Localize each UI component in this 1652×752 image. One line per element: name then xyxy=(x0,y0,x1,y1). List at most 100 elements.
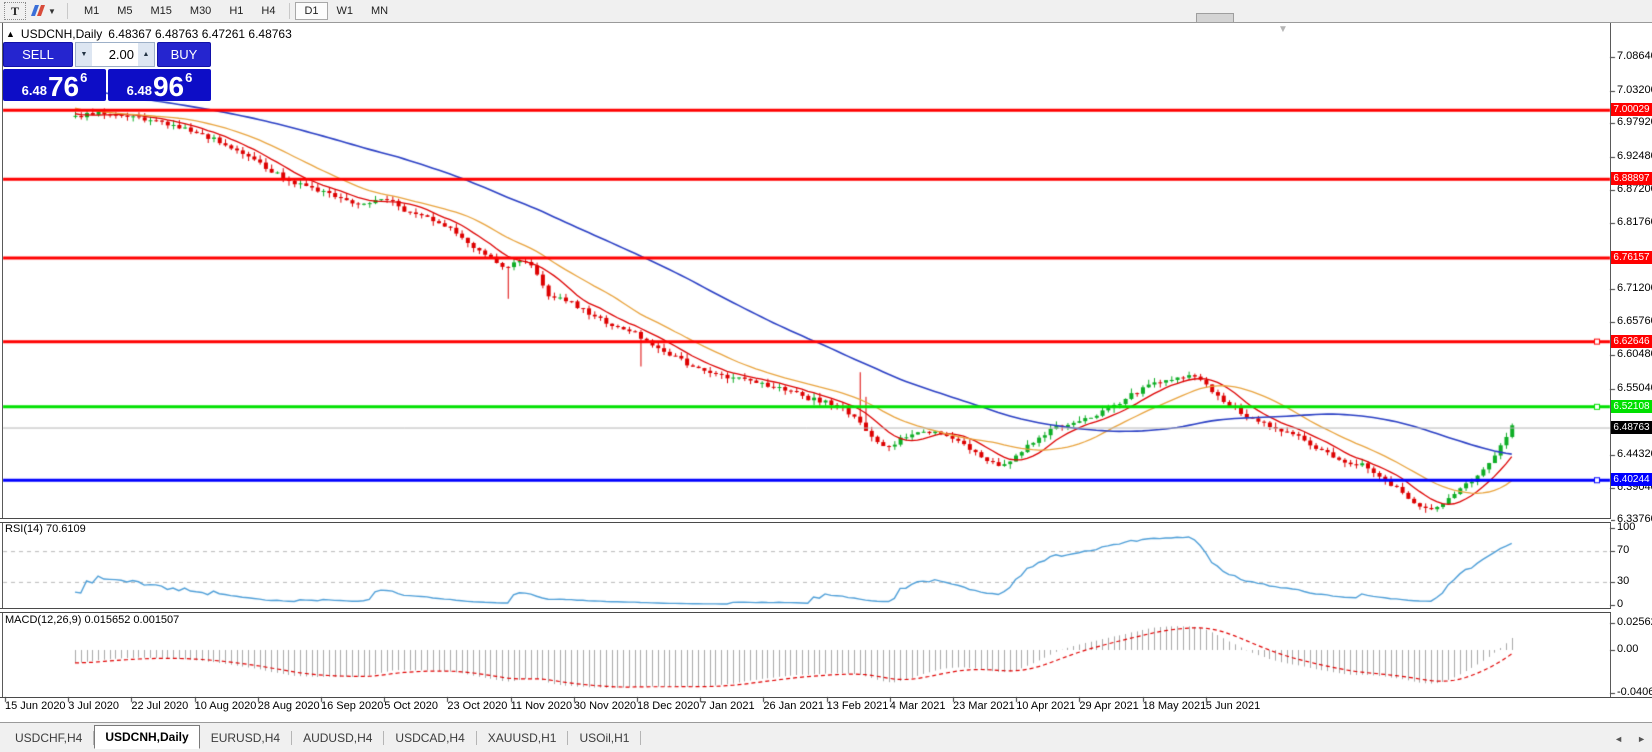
buy-price-point: 6 xyxy=(185,70,193,85)
tab-separator xyxy=(93,731,95,745)
chart-hscrollbar-thumb[interactable] xyxy=(1196,13,1234,23)
tab-separator xyxy=(567,731,569,745)
price-tick: 6.97920 xyxy=(1617,116,1652,129)
volume-increase-button[interactable]: ▲ xyxy=(138,43,154,66)
tab-xauusd-h1[interactable]: XAUUSD,H1 xyxy=(487,731,557,745)
volume-input[interactable]: 2.00 xyxy=(108,47,134,62)
timeframe-button-h4[interactable]: H4 xyxy=(252,2,284,20)
buy-price-pips: 96 xyxy=(152,71,185,102)
crayon-tool-button[interactable]: ▼ xyxy=(28,2,60,20)
symbol-tabbar: USDCHF,H4 USDCNH,Daily EURUSD,H4 AUDUSD,H4 U… xyxy=(0,722,1652,749)
chart-shift-marker-icon[interactable]: ▼ xyxy=(1278,24,1288,35)
date-label: 7 Jan 2021 xyxy=(700,700,755,712)
date-label: 23 Mar 2021 xyxy=(953,700,1015,712)
buy-price-display[interactable]: 6.48 96 6 xyxy=(108,69,211,101)
sell-price-display[interactable]: 6.48 76 6 xyxy=(3,69,106,101)
panel-collapse-arrow-icon[interactable]: ▲ xyxy=(6,29,15,39)
chart-window: ▲ USDCNH,Daily 6.48367 6.48763 6.47261 6… xyxy=(0,23,1652,718)
price-axis-separator xyxy=(1610,23,1611,698)
macd-pane-separator[interactable] xyxy=(0,608,1611,613)
date-label: 30 Nov 2020 xyxy=(573,700,637,712)
volume-decrease-button[interactable]: ▼ xyxy=(76,43,92,66)
rsi-tick: 100 xyxy=(1617,521,1636,533)
timeframe-button-m30[interactable]: M30 xyxy=(181,2,220,20)
time-axis-line xyxy=(0,697,1652,698)
sell-price-point: 6 xyxy=(80,70,88,85)
hline-price-badge: 6.52108 xyxy=(1611,399,1652,413)
timeframe-button-h1[interactable]: H1 xyxy=(220,2,252,20)
price-tick: 7.03200 xyxy=(1617,83,1652,96)
tab-separator xyxy=(640,731,642,745)
current-price-badge: 6.48763 xyxy=(1611,420,1652,434)
toolbar-separator xyxy=(66,3,68,19)
price-tick: 6.44320 xyxy=(1617,448,1652,461)
crayons-icon xyxy=(31,5,46,17)
date-label: 5 Jun 2021 xyxy=(1205,700,1261,712)
sell-price-base: 6.48 xyxy=(21,83,47,98)
date-label: 5 Oct 2020 xyxy=(384,700,439,712)
buy-price-base: 6.48 xyxy=(126,83,152,98)
hline-price-badge: 6.76157 xyxy=(1611,251,1652,265)
sell-button[interactable]: SELL xyxy=(3,42,73,67)
tab-audusd-h4[interactable]: AUDUSD,H4 xyxy=(303,731,373,745)
date-label: 28 Aug 2020 xyxy=(257,700,320,712)
macd-label: MACD(12,26,9) 0.015652 0.001507 xyxy=(5,614,180,626)
tab-separator xyxy=(383,731,385,745)
tab-usdcnh-daily[interactable]: USDCNH,Daily xyxy=(94,725,200,749)
volume-stepper: ▼ 2.00 ▲ xyxy=(75,42,155,67)
timeframe-button-mn[interactable]: MN xyxy=(362,2,397,20)
text-tool-button[interactable]: T xyxy=(4,2,27,20)
timeframe-button-m5[interactable]: M5 xyxy=(108,2,141,20)
tabs-scroll-left-icon[interactable]: ◄ xyxy=(1614,734,1624,744)
date-label: 15 Jun 2020 xyxy=(5,700,66,712)
one-click-trade-panel: SELL ▼ 2.00 ▲ BUY 6.48 76 6 6.48 96 6 xyxy=(3,42,211,101)
rsi-tick: 30 xyxy=(1617,574,1630,587)
chevron-down-icon: ▼ xyxy=(48,6,56,16)
date-label: 13 Feb 2021 xyxy=(826,700,889,712)
toolbar-separator xyxy=(289,3,291,19)
date-label: 3 Jul 2020 xyxy=(68,700,119,712)
chart-left-border xyxy=(2,23,3,698)
price-tick: 6.81760 xyxy=(1617,216,1652,229)
date-label: 18 May 2021 xyxy=(1142,700,1207,712)
tab-usdcad-h4[interactable]: USDCAD,H4 xyxy=(395,731,465,745)
tabs-scroll-right-icon[interactable]: ► xyxy=(1637,734,1646,744)
price-tick: 7.08640 xyxy=(1617,50,1652,63)
toolbar: T ▼ M1 M5 M15 M30 H1 H4 D1 W1 MN xyxy=(0,0,1652,23)
rsi-tick: 0 xyxy=(1617,598,1624,610)
tab-eurusd-h4[interactable]: EURUSD,H4 xyxy=(210,731,281,745)
price-tick: 6.33760 xyxy=(1617,513,1652,526)
date-label: 18 Dec 2020 xyxy=(637,700,700,712)
date-label: 22 Jul 2020 xyxy=(131,700,189,712)
macd-tick: 0.025623 xyxy=(1617,616,1652,628)
hline-price-badge: 7.00029 xyxy=(1611,103,1652,117)
date-label: 4 Mar 2021 xyxy=(889,700,946,712)
price-tick: 6.55040 xyxy=(1617,381,1652,394)
tab-separator xyxy=(291,731,293,745)
tab-usdchf-h4[interactable]: USDCHF,H4 xyxy=(15,731,83,745)
rsi-pane-separator[interactable] xyxy=(0,518,1611,523)
sell-price-pips: 76 xyxy=(47,71,80,102)
date-label: 16 Sep 2020 xyxy=(321,700,384,712)
date-label: 29 Apr 2021 xyxy=(1079,700,1139,712)
bottom-strip xyxy=(0,748,1652,752)
chart-title: ▲ USDCNH,Daily 6.48367 6.48763 6.47261 6… xyxy=(6,27,292,41)
timeframe-button-m1[interactable]: M1 xyxy=(75,2,108,20)
tab-separator xyxy=(475,731,477,745)
price-tick: 6.65760 xyxy=(1617,315,1652,328)
tab-usoil-h1[interactable]: USOil,H1 xyxy=(579,731,630,745)
timeframe-button-w1[interactable]: W1 xyxy=(328,2,363,20)
hline-price-badge: 6.62646 xyxy=(1611,334,1652,348)
timeframe-button-m15[interactable]: M15 xyxy=(142,2,181,20)
symbol-period-label: USDCNH,Daily xyxy=(20,27,103,41)
date-label: 10 Aug 2020 xyxy=(194,700,257,712)
rsi-tick: 70 xyxy=(1617,544,1630,557)
date-label: 26 Jan 2021 xyxy=(763,700,824,712)
timeframe-button-d1[interactable]: D1 xyxy=(295,2,328,20)
buy-button[interactable]: BUY xyxy=(157,42,211,67)
chart-canvas[interactable] xyxy=(0,23,1652,718)
price-tick: 6.60480 xyxy=(1617,348,1652,361)
hline-price-badge: 6.88897 xyxy=(1611,172,1652,186)
ohlc-values: 6.48367 6.48763 6.47261 6.48763 xyxy=(108,27,292,41)
